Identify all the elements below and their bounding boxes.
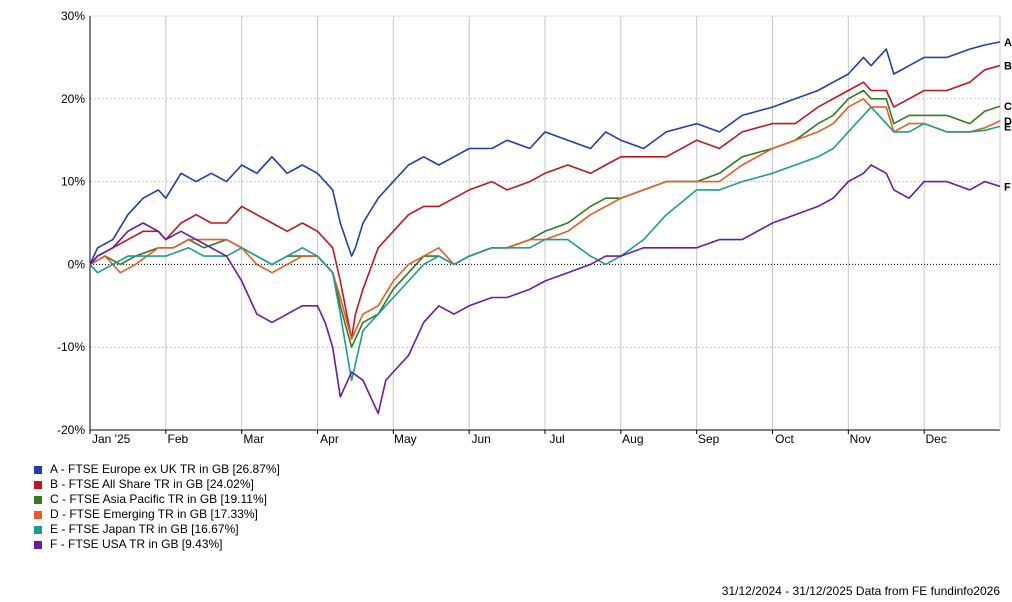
x-tick-label: Feb bbox=[167, 432, 188, 446]
legend-label: D - FTSE Emerging TR in GB [17.33%] bbox=[50, 507, 258, 521]
y-tick-label: -20% bbox=[57, 423, 85, 437]
series-end-label-f: F bbox=[1004, 181, 1011, 193]
legend-label: B - FTSE All Share TR in GB [24.02%] bbox=[50, 477, 254, 491]
legend-label: A - FTSE Europe ex UK TR in GB [26.87%] bbox=[50, 462, 280, 476]
series-end-label-d: D bbox=[1004, 116, 1012, 128]
legend-swatch bbox=[34, 540, 42, 549]
x-tick-label: Aug bbox=[622, 432, 643, 446]
legend-item-c: C - FTSE Asia Pacific TR in GB [19.11%] bbox=[34, 492, 280, 507]
x-tick-label: Oct bbox=[775, 432, 794, 446]
legend-swatch bbox=[34, 525, 42, 534]
series-end-label-b: B bbox=[1004, 61, 1012, 73]
chart-footer: 31/12/2024 - 31/12/2025 Data from FE fun… bbox=[721, 584, 1000, 598]
series-end-label-a: A bbox=[1004, 37, 1012, 49]
legend-swatch bbox=[34, 510, 42, 519]
x-tick-label: Jul bbox=[549, 432, 564, 446]
x-tick-label: Sep bbox=[698, 432, 720, 446]
x-tick-label: Jan '25 bbox=[92, 432, 131, 446]
performance-chart: 30% 20% 10% 0% -10% -20% Jan '25 Feb Mar Apr May Ju… bbox=[57, 9, 1012, 446]
legend-label: F - FTSE USA TR in GB [9.43%] bbox=[50, 537, 223, 551]
chart-axes: 30% 20% 10% 0% -10% -20% Jan '25 Feb Mar Apr May Ju… bbox=[57, 9, 1001, 446]
series-line-f bbox=[89, 164, 1001, 415]
chart-legend: A - FTSE Europe ex UK TR in GB [26.87%] B… bbox=[34, 462, 280, 552]
series-end-label-e: E bbox=[1004, 121, 1011, 133]
x-tick-label: Mar bbox=[243, 432, 264, 446]
y-tick-label: 30% bbox=[61, 9, 85, 23]
legend-item-d: D - FTSE Emerging TR in GB [17.33%] bbox=[34, 507, 280, 522]
x-tick-label: Jun bbox=[471, 432, 490, 446]
series-line-e bbox=[89, 106, 1001, 382]
chart-series bbox=[89, 41, 1001, 415]
legend-item-f: F - FTSE USA TR in GB [9.43%] bbox=[34, 537, 280, 552]
series-end-label-c: C bbox=[1004, 101, 1012, 113]
x-tick-label: Nov bbox=[850, 432, 871, 446]
y-tick-label: 20% bbox=[61, 92, 85, 106]
legend-label: E - FTSE Japan TR in GB [16.67%] bbox=[50, 522, 239, 536]
series-line-b bbox=[89, 64, 1001, 340]
y-tick-label: -10% bbox=[57, 340, 85, 354]
x-tick-label: May bbox=[394, 432, 417, 446]
legend-swatch bbox=[34, 480, 42, 489]
y-tick-label: 0% bbox=[68, 257, 86, 271]
legend-item-a: A - FTSE Europe ex UK TR in GB [26.87%] bbox=[34, 462, 280, 477]
legend-item-b: B - FTSE All Share TR in GB [24.02%] bbox=[34, 477, 280, 492]
series-line-a bbox=[89, 41, 1001, 265]
legend-item-e: E - FTSE Japan TR in GB [16.67%] bbox=[34, 522, 280, 537]
y-tick-label: 10% bbox=[61, 175, 85, 189]
legend-swatch bbox=[34, 465, 42, 474]
x-tick-label: Apr bbox=[320, 432, 339, 446]
x-tick-label: Dec bbox=[925, 432, 946, 446]
series-end-labels: AB CDE F bbox=[1004, 37, 1012, 193]
legend-swatch bbox=[34, 495, 42, 504]
legend-label: C - FTSE Asia Pacific TR in GB [19.11%] bbox=[50, 492, 267, 506]
